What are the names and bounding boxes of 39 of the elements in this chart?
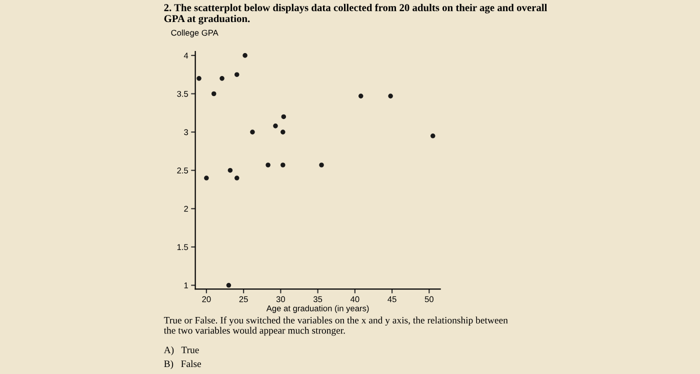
point — [266, 162, 270, 168]
point — [234, 176, 240, 180]
point — [280, 130, 286, 134]
y-tick-label: 2.5 — [177, 168, 188, 174]
point — [319, 162, 324, 168]
point — [196, 76, 202, 81]
point — [228, 168, 233, 173]
point — [204, 176, 209, 180]
point — [388, 94, 393, 98]
point — [234, 72, 240, 77]
y-tick-label: 1.5 — [177, 244, 188, 250]
point — [226, 282, 232, 288]
text: B) False — [164, 360, 201, 370]
y-tick-label: 3.5 — [177, 90, 188, 97]
x-tick-label: 50 — [424, 296, 434, 302]
x-axis-title: Age at graduation (in years) — [266, 305, 369, 313]
point — [242, 53, 248, 58]
text: A) True — [164, 346, 199, 356]
y-tick-label: 4 — [184, 52, 188, 58]
point — [430, 133, 436, 138]
x-tick-label: 35 — [313, 296, 322, 302]
y-axis-title: College GPA — [171, 30, 218, 38]
point — [281, 114, 286, 120]
y-tick-label: 2 — [184, 206, 188, 212]
x-tick-label: 20 — [202, 296, 211, 302]
x-tick-label: 45 — [388, 296, 396, 302]
x-tick-label: 25 — [239, 296, 248, 302]
point — [211, 91, 216, 96]
point — [220, 76, 224, 81]
x-tick-label: 30 — [276, 296, 285, 302]
y-tick-label: 3 — [184, 129, 188, 136]
chart-title: 2. The scatterplot below displays data collected from 20 adults on their age and overall GPA at graduation. — [164, 4, 548, 24]
point — [280, 162, 286, 168]
y-tick-label: 1 — [184, 282, 188, 288]
point — [358, 94, 364, 98]
point — [273, 124, 278, 128]
x-tick-label: 40 — [350, 296, 360, 302]
text: True or False. If you switched the variables on the x and y axis, the relationship between the two variables would appear much stronger. — [164, 316, 508, 336]
point — [250, 130, 255, 134]
